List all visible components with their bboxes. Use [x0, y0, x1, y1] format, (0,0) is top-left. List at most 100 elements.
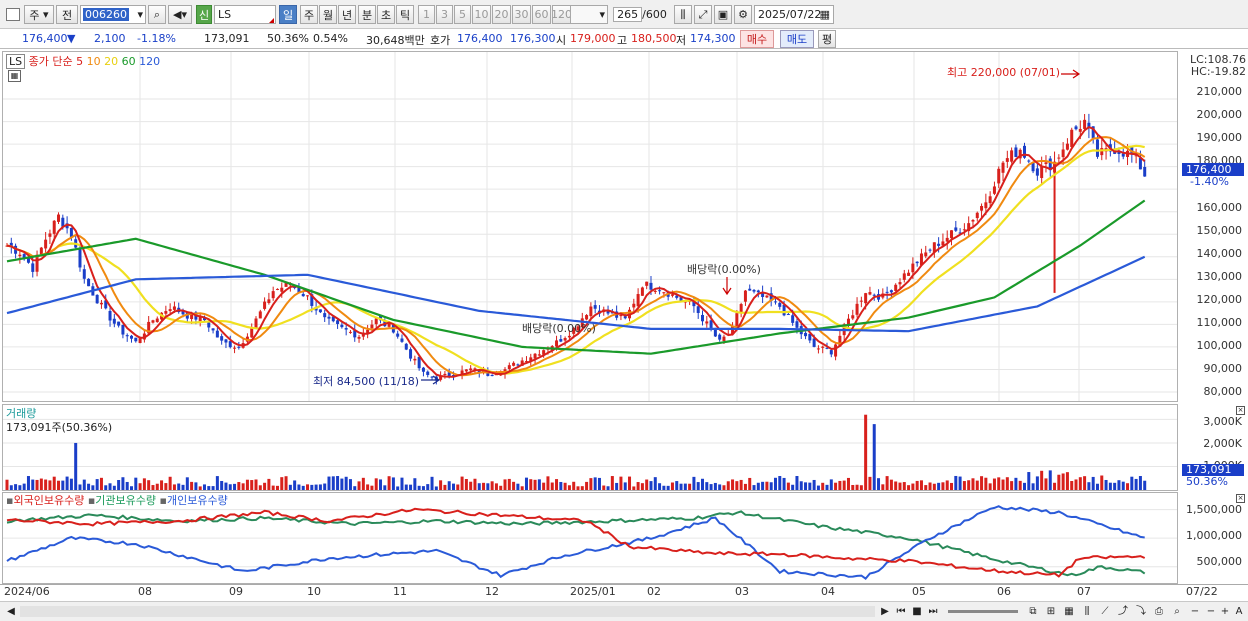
candle [950, 230, 954, 239]
market-select[interactable]: 주 ▾ [24, 5, 54, 24]
candle [864, 293, 868, 304]
volume-bar [112, 485, 116, 490]
stop-icon[interactable]: ■ [912, 606, 922, 617]
volume-bar [417, 485, 421, 490]
period-button[interactable]: 틱 [396, 5, 414, 24]
calendar-icon[interactable]: ▦ [819, 8, 830, 21]
compare-icon[interactable]: ⊞ [1046, 606, 1056, 617]
stock-code-input[interactable]: 006260 ▾ [80, 5, 146, 24]
credit-badge[interactable]: 신 [196, 5, 212, 24]
volume-bar [516, 483, 520, 490]
period-button[interactable]: 초 [377, 5, 395, 24]
candle [911, 263, 915, 273]
prev-button[interactable]: 전 [56, 5, 78, 24]
interval-button[interactable]: 30 [512, 5, 531, 24]
gear-icon[interactable]: ⚙ [734, 5, 752, 24]
period-button[interactable]: 년 [338, 5, 356, 24]
period-button[interactable]: 주 [300, 5, 318, 24]
scroll-left-icon[interactable]: ◀ [7, 606, 15, 617]
legend-stock[interactable]: LS [6, 54, 26, 69]
candle [155, 318, 159, 323]
zoom-in-icon[interactable]: + [1220, 606, 1230, 617]
candle [69, 227, 73, 237]
rewind-icon[interactable]: ⏮ [896, 606, 906, 617]
candle-icon[interactable]: ⫼ [674, 5, 692, 24]
interval-dropdown[interactable]: ▾ [570, 5, 608, 24]
table-icon[interactable]: ▦ [8, 70, 21, 82]
volume-bar [14, 484, 18, 490]
candle [78, 249, 82, 268]
period-button[interactable]: 분 [358, 5, 376, 24]
bar-count[interactable]: 265/600 [612, 5, 668, 24]
trend-icon[interactable]: ⤴ [1118, 606, 1128, 617]
zoom-out-icon[interactable]: − [1190, 606, 1200, 617]
candle [293, 287, 297, 289]
save-icon[interactable]: ▣ [714, 5, 732, 24]
buy-button[interactable]: 매수 [740, 30, 774, 48]
pane-add-icon[interactable]: ⧉ [1029, 606, 1037, 617]
candle [87, 278, 91, 287]
candle [834, 344, 838, 357]
candle [1027, 160, 1031, 162]
stock-name-field[interactable]: LS [214, 5, 276, 24]
search-zoom-icon[interactable]: ⌕ [1174, 606, 1180, 617]
volume-bar [593, 477, 597, 490]
candle [640, 287, 644, 296]
trend-down-icon[interactable]: ⤵ [1136, 606, 1146, 617]
candle [211, 328, 215, 331]
fast-forward-icon[interactable]: ⏭ [928, 606, 938, 617]
sell-button[interactable]: 매도 [780, 30, 814, 48]
period-button[interactable]: 일 [279, 5, 297, 24]
candle [1048, 158, 1052, 171]
interval-button[interactable]: 10 [472, 5, 491, 24]
grid-icon[interactable]: ▦ [1064, 606, 1074, 617]
code-dropdown-icon[interactable]: ▾ [137, 8, 143, 21]
candle [1091, 126, 1095, 139]
price-chart-pane[interactable] [2, 51, 1178, 402]
candle [846, 318, 850, 325]
scroll-right-icon[interactable]: ▶ [881, 606, 889, 617]
candle [572, 327, 576, 334]
interval-button[interactable]: 5 [454, 5, 471, 24]
zoom-slider[interactable] [948, 610, 1018, 613]
volume-bar [799, 481, 803, 490]
font-size-icon[interactable]: A [1235, 606, 1243, 617]
volume-bar [39, 478, 43, 490]
scroll-track[interactable] [20, 606, 875, 617]
interval-button[interactable]: 60 [532, 5, 551, 24]
pane-close-icon-2[interactable]: × [1236, 494, 1245, 503]
quote-price: 176,400 [22, 32, 68, 45]
volume-bar [5, 479, 9, 490]
volume-bar [52, 476, 56, 490]
search-icon[interactable]: ⌕ [148, 5, 166, 24]
date-field[interactable]: 2025/07/22 ▦ [754, 5, 834, 24]
eval-button[interactable]: 평 [818, 30, 836, 48]
camera-icon[interactable]: ⎙ [1155, 606, 1163, 617]
bid-price: 176,300 [510, 32, 556, 45]
pane-close-icon[interactable]: × [1236, 406, 1245, 415]
period-button[interactable]: 월 [319, 5, 337, 24]
volume-bar [336, 476, 340, 490]
volume-bar [57, 480, 61, 490]
volume-pane[interactable] [2, 404, 1178, 491]
window-icon[interactable] [6, 8, 20, 21]
draw-line-icon[interactable]: ⤢ [694, 5, 712, 24]
interval-button[interactable]: 120 [552, 5, 571, 24]
volume-bar [756, 482, 760, 490]
line-tool-icon[interactable]: ⟋ [1101, 606, 1109, 617]
interval-button[interactable]: 1 [418, 5, 435, 24]
bar-count-value[interactable]: 265 [613, 7, 643, 22]
interval-button[interactable]: 20 [492, 5, 511, 24]
volume-bar [602, 485, 606, 490]
volume-bar [348, 479, 352, 490]
candle [537, 354, 541, 356]
volume-bar [74, 442, 78, 490]
minus-icon[interactable]: − [1206, 606, 1216, 617]
interval-button[interactable]: 3 [436, 5, 453, 24]
volume-bar [396, 486, 400, 490]
volume-bar [1010, 481, 1014, 490]
holdings-pane[interactable] [2, 492, 1178, 584]
chart-type-icon[interactable]: ⫼ [1084, 606, 1090, 617]
sound-icon[interactable]: ◀▾ [168, 5, 192, 24]
volume-bar [26, 476, 30, 490]
